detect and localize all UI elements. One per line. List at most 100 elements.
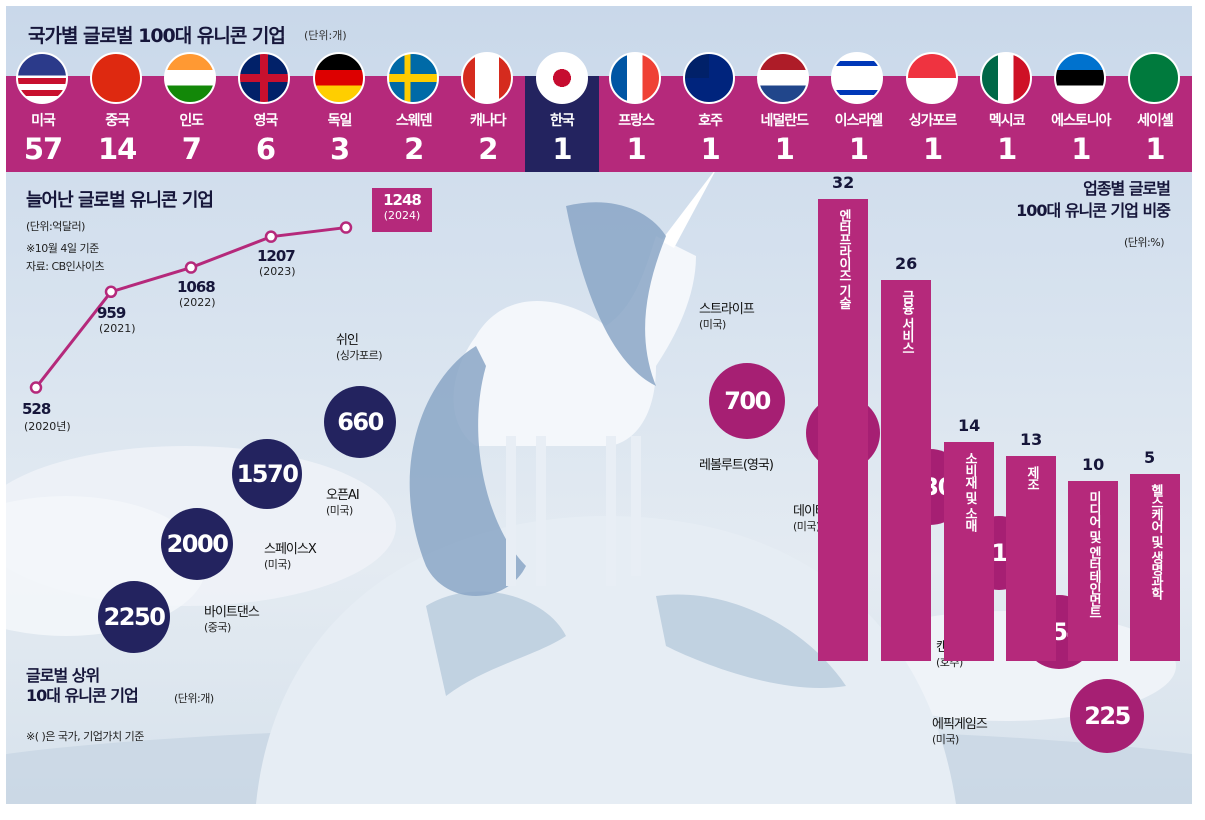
country-cell: 인도 7	[160, 52, 222, 172]
industry-title-line1: 업종별 글로벌	[1083, 179, 1171, 198]
company-bubble: 1570	[232, 439, 302, 509]
sector-value: 10	[1082, 455, 1105, 474]
country-cell: 네덜란드 1	[753, 52, 815, 172]
country-cell: 중국 14	[86, 52, 148, 172]
company-bubble: 225	[1070, 679, 1144, 753]
top10-title-line1: 글로벌 상위	[26, 666, 100, 685]
unicorn-illustration	[409, 166, 718, 596]
country-name: 에스토니아	[1051, 113, 1111, 129]
company-name: 스페이스X	[264, 542, 317, 557]
country-count: 1	[848, 132, 869, 166]
country-cell: 호주 1	[679, 52, 741, 172]
country-name: 스웨덴	[395, 113, 433, 129]
growth-year: (2020년)	[24, 419, 71, 433]
sector-bar	[1006, 455, 1056, 661]
company-name: 에픽게임즈	[932, 717, 988, 732]
country-name: 이스라엘	[834, 113, 884, 129]
company-country: (싱가포르)	[336, 349, 383, 362]
company-name: 스트라이프	[699, 302, 755, 317]
growth-latest-box: 1248 (2024)	[372, 187, 432, 232]
flag-icon	[312, 52, 365, 104]
country-cell: 미국 57	[12, 52, 74, 172]
flag-icon	[1053, 52, 1106, 104]
country-cell: 영국 6	[234, 52, 296, 172]
flag-icon	[979, 52, 1032, 104]
header-unit: (단위:개)	[304, 29, 347, 42]
company-country: (미국)	[264, 558, 291, 571]
growth-unit: (단위:억달러)	[26, 220, 85, 233]
growth-point	[29, 381, 43, 394]
growth-year: (2023)	[259, 264, 296, 278]
country-count: 1	[700, 132, 721, 166]
top10-title-line2: 10대 유니콘 기업	[26, 686, 139, 705]
country-cell: 이스라엘 1	[827, 52, 889, 172]
country-cell: 세이셸 1	[1124, 52, 1186, 172]
country-name: 영국	[253, 113, 279, 129]
sector-value: 26	[895, 254, 918, 273]
growth-line-chart	[29, 221, 353, 394]
country-count: 6	[255, 132, 276, 166]
sector-label: 금융 서비스	[899, 290, 914, 354]
company-name: 쉬인	[336, 333, 359, 348]
flag-icon	[535, 52, 588, 104]
company-name: 오픈AI	[326, 488, 360, 503]
company-bubble: 2250	[98, 581, 170, 653]
growth-point	[264, 230, 278, 243]
growth-value: 528	[22, 399, 51, 418]
growth-value: 1068	[177, 277, 216, 296]
country-name: 독일	[327, 113, 353, 129]
country-cell: 멕시코 1	[976, 52, 1038, 172]
country-count: 1	[552, 132, 572, 166]
flag-icon	[1127, 52, 1180, 104]
growth-year: (2022)	[179, 295, 216, 309]
flag-icon	[460, 52, 513, 104]
country-cell: 독일 3	[309, 52, 371, 172]
country-count: 1	[626, 132, 646, 166]
company-bubble: 700	[709, 363, 785, 439]
company-country: (중국)	[204, 621, 231, 634]
country-name: 인도	[179, 113, 204, 129]
sector-value: 5	[1144, 447, 1156, 467]
growth-source: 자료: CB인사이츠	[26, 260, 105, 273]
country-name: 네덜란드	[760, 113, 810, 129]
country-cell: 프랑스 1	[605, 52, 667, 172]
company-country: (미국)	[699, 318, 726, 331]
country-cell: 에스토니아 1	[1050, 52, 1112, 172]
sector-label: 제조	[1024, 465, 1039, 490]
sector-bar	[944, 442, 994, 661]
background-scene	[6, 166, 1192, 804]
country-cell: 스웨덴 2	[383, 52, 445, 172]
flag-icon	[683, 52, 736, 104]
country-count: 14	[98, 132, 137, 166]
country-count: 1	[1145, 132, 1165, 166]
industry-title: 업종별 글로벌 100대 유니콘 기업 비중	[966, 178, 1171, 222]
industry-title-line2: 100대 유니콘 기업 비중	[1016, 201, 1171, 220]
growth-point	[339, 221, 353, 234]
flag-icon	[905, 52, 958, 104]
flag-icon	[386, 52, 439, 104]
growth-title: 늘어난 글로벌 유니콘 기업	[26, 190, 214, 211]
company-name: 레볼루트(영국)	[699, 458, 774, 473]
sector-bar	[818, 199, 868, 661]
growth-value: 1248	[383, 190, 422, 209]
country-count: 3	[329, 132, 350, 166]
infographic: 국가별 글로벌 100대 유니콘 기업 (단위:개) 미국 57 중국 14 인도 7 영국…	[6, 6, 1192, 804]
country-name: 미국	[31, 113, 56, 129]
country-count: 1	[997, 132, 1017, 166]
flag-icon	[164, 52, 217, 104]
country-count: 2	[478, 132, 498, 166]
top10-title: 글로벌 상위 10대 유니콘 기업	[26, 666, 139, 706]
country-count: 1	[774, 132, 795, 166]
flag-icon	[831, 52, 884, 104]
company-name: 바이트댄스	[204, 605, 260, 620]
top10-note: ※( )은 국가, 기업가치 기준	[26, 730, 144, 743]
globe-continent	[426, 591, 566, 696]
flag-icon	[609, 52, 662, 104]
country-name: 세이셸	[1137, 113, 1174, 129]
globe-continent-2	[656, 594, 846, 688]
sector-label: 소비재 및 소매	[962, 452, 977, 532]
company-country: (미국)	[326, 504, 353, 517]
sector-bar	[1130, 473, 1180, 661]
company-country: (미국)	[793, 520, 820, 533]
flag-icon	[90, 52, 143, 104]
